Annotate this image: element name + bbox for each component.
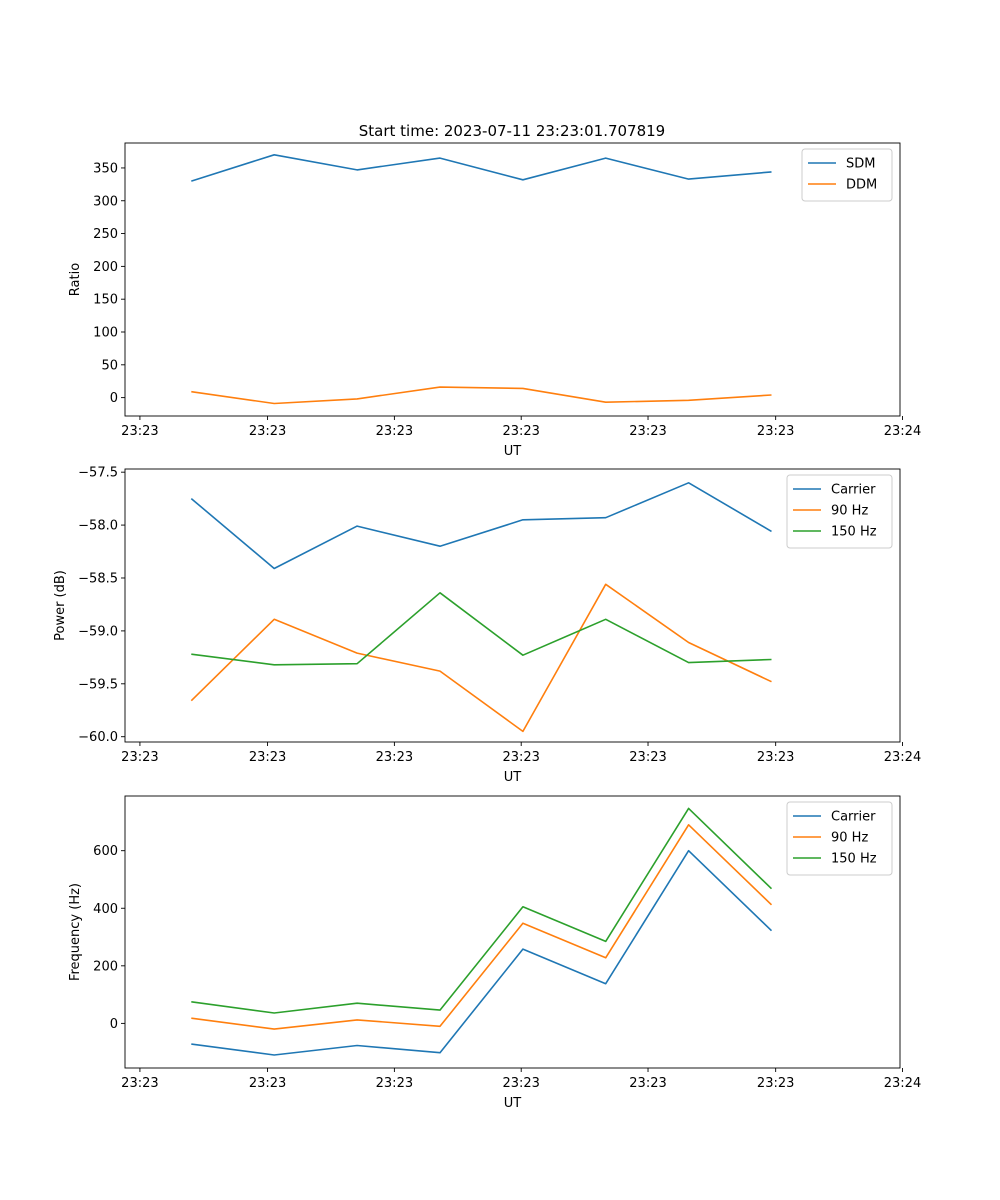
legend-box [801, 148, 893, 202]
y-tick-label: 250 [93, 227, 118, 242]
subplot-1: 23:23 23:23 23:23 23:23 23:23 23:23 23:24 0 50 10… [68, 142, 921, 459]
x-tick-label: 23:23 [121, 1076, 158, 1091]
legend-box [786, 801, 893, 876]
y-tick-label: 400 [93, 902, 118, 917]
series-line-150-hz [191, 591, 772, 666]
y-tick-label: −59.0 [78, 624, 118, 639]
y-tick-label: 600 [93, 844, 118, 859]
legend: SDM DDM [801, 148, 893, 202]
legend: Carrier 90 Hz 150 Hz [786, 801, 893, 876]
y-tick-label: 350 [93, 161, 118, 176]
y-tick-label: 200 [93, 260, 118, 275]
x-tick-label: 23:24 [884, 750, 921, 765]
legend-label: SDM [846, 157, 875, 172]
x-tick-label: 23:23 [376, 424, 413, 439]
x-tick-label: 23:23 [502, 424, 539, 439]
y-tick-label: 0 [110, 1017, 118, 1032]
y-tick-label: −57.5 [78, 466, 118, 481]
legend: Carrier 90 Hz 150 Hz [786, 474, 893, 549]
legend-label: Carrier [831, 483, 876, 498]
y-tick-label: −60.0 [78, 730, 118, 745]
x-tick-label: 23:23 [629, 750, 666, 765]
x-tick-label: 23:24 [884, 1076, 921, 1091]
series-line-sdm [191, 154, 772, 182]
x-tick-label: 23:23 [376, 1076, 413, 1091]
x-tick-label: 23:23 [249, 424, 286, 439]
y-tick-label: −58.0 [78, 519, 118, 534]
legend-label: DDM [846, 178, 877, 193]
series-line-carrier [190, 481, 772, 570]
x-tick-label: 23:23 [502, 1076, 539, 1091]
x-tick-label: 23:23 [121, 750, 158, 765]
y-tick-label: 50 [101, 358, 118, 373]
subplots: 23:23 23:23 23:23 23:23 23:23 23:23 23:24 0 50 10… [53, 142, 921, 1111]
legend-label: Carrier [831, 810, 876, 825]
y-tick-label: −59.5 [78, 677, 118, 692]
axes-frame [124, 142, 901, 417]
y-axis-label: Ratio [68, 263, 83, 296]
x-tick-label: 23:23 [757, 424, 794, 439]
series-line-carrier [191, 849, 773, 1056]
legend-box [786, 474, 893, 549]
y-tick-label: −58.5 [78, 571, 118, 586]
x-tick-label: 23:23 [376, 750, 413, 765]
x-tick-label: 23:23 [249, 750, 286, 765]
x-tick-label: 23:23 [249, 1076, 286, 1091]
series-line-ddm [191, 386, 772, 405]
x-tick-label: 23:23 [757, 1076, 794, 1091]
x-axis-label: UT [504, 444, 522, 459]
legend-label: 90 Hz [831, 504, 868, 519]
legend-label: 90 Hz [831, 831, 868, 846]
axes-frame [124, 795, 901, 1069]
series-line-90-hz [191, 823, 773, 1030]
x-tick-label: 23:23 [502, 750, 539, 765]
y-tick-label: 300 [93, 194, 118, 209]
figure-title: Start time: 2023-07-11 23:23:01.707819 [359, 122, 665, 140]
y-tick-label: 100 [93, 326, 118, 341]
y-axis-label: Frequency (Hz) [68, 883, 83, 981]
x-tick-label: 23:23 [629, 424, 666, 439]
legend-label: 150 Hz [831, 525, 877, 540]
x-tick-label: 23:24 [884, 424, 921, 439]
series-line-150-hz [191, 807, 773, 1014]
x-axis-label: UT [504, 1096, 522, 1111]
y-axis-label: Power (dB) [53, 570, 68, 641]
x-tick-label: 23:23 [757, 750, 794, 765]
subplot-2: 23:23 23:23 23:23 23:23 23:23 23:23 23:24 −60.0… [53, 466, 921, 785]
y-tick-label: 0 [110, 391, 118, 406]
y-tick-label: 150 [93, 293, 118, 308]
series-line-90-hz [190, 583, 772, 733]
x-tick-label: 23:23 [121, 424, 158, 439]
legend-label: 150 Hz [831, 852, 877, 867]
x-axis-label: UT [504, 770, 522, 785]
subplot-3: 23:23 23:23 23:23 23:23 23:23 23:23 23:24 0 200 4… [68, 795, 921, 1111]
x-tick-label: 23:23 [629, 1076, 666, 1091]
axes-frame [124, 468, 901, 743]
y-tick-label: 200 [93, 959, 118, 974]
